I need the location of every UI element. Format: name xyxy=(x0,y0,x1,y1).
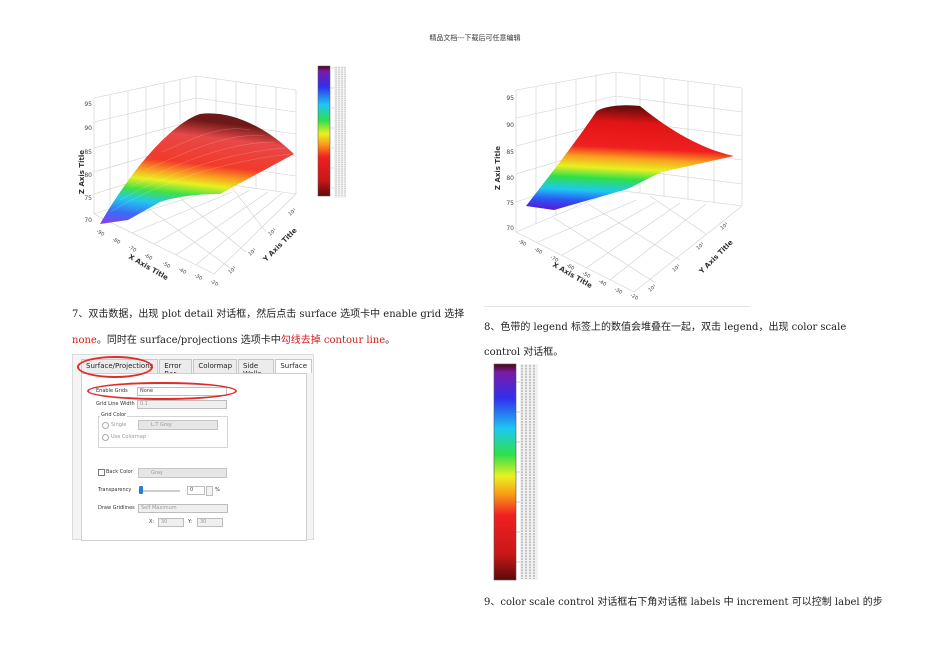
step7-line1: 7、双击数据，出现 plot detail 对话框，然后点击 surface 选… xyxy=(72,309,465,320)
stacked-legend-labels xyxy=(520,364,538,580)
step7-highlight: 勾线去掉 contour line xyxy=(280,335,386,346)
y-tick: 10¹ xyxy=(247,248,257,258)
x-tick: -50 xyxy=(581,271,591,280)
use-colormap-label: Use Colormap xyxy=(111,434,147,440)
divider xyxy=(484,306,750,307)
y-tick: 10¹ xyxy=(719,222,729,232)
x-tick: -90 xyxy=(95,229,105,238)
color-scale-bar xyxy=(493,363,517,581)
x-tick: -50 xyxy=(161,261,171,270)
z-tick: 70 xyxy=(84,217,92,224)
transparency-field[interactable]: 0 xyxy=(187,486,205,495)
z-tick: 70 xyxy=(506,225,514,232)
y-tick: 10¹ xyxy=(671,264,681,274)
surface-tab-panel: Enable Grids None Grid Line Width 0.1 Gr… xyxy=(81,373,307,541)
transparency-slider[interactable] xyxy=(140,490,180,492)
step7-none: none xyxy=(72,335,97,346)
x-tick: -20 xyxy=(629,293,639,302)
z-axis-title: Z Axis Title xyxy=(494,146,502,190)
grid-line-width-label: Grid Line Width xyxy=(96,401,135,407)
color-scale-bar xyxy=(317,65,331,197)
y-tick: 10¹ xyxy=(695,242,705,252)
draw-gridlines-select[interactable]: Self Maximum xyxy=(138,504,228,513)
x-tick: -80 xyxy=(533,247,543,256)
surface-plot-left: 95 90 85 80 75 70 Z Axis Title -90 -80 -… xyxy=(78,65,346,288)
single-radio[interactable] xyxy=(102,422,109,429)
back-color-label: Back Color xyxy=(106,469,133,475)
tab-surface[interactable]: Surface xyxy=(275,359,312,373)
x-tick: -60 xyxy=(565,263,575,272)
y-axis-title: Y Axis Title xyxy=(261,226,299,264)
back-color-button[interactable]: Gray xyxy=(138,468,227,478)
highlight-ellipse-tab xyxy=(77,356,153,378)
x-tick: -70 xyxy=(549,255,559,264)
x-field[interactable]: 30 xyxy=(158,518,184,527)
z-tick: 95 xyxy=(84,101,92,108)
z-tick: 95 xyxy=(506,95,514,102)
back-color-checkbox[interactable] xyxy=(98,469,105,476)
transparency-label: Transparency xyxy=(98,487,132,493)
z-tick: 90 xyxy=(506,122,514,129)
x-tick: -30 xyxy=(613,287,623,296)
z-tick: 80 xyxy=(84,172,92,179)
y-field[interactable]: 30 xyxy=(197,518,223,527)
y-tick: 10¹ xyxy=(647,284,657,294)
y-label: Y: xyxy=(188,519,193,525)
tab-side-walls[interactable]: Side Walls xyxy=(238,359,275,378)
grid-line-width-field[interactable]: 0.1 xyxy=(137,400,227,409)
y-tick: 10¹ xyxy=(227,266,237,276)
step8-line1: 8、色带的 legend 标签上的数值会堆叠在一起，双击 legend，出现 c… xyxy=(484,322,847,333)
step9-line1: 9、color scale control 对话框右下角对话框 labels 中… xyxy=(484,597,883,608)
x-tick: -80 xyxy=(111,237,121,246)
step7-line2: none。同时在 surface/projections 选项卡中勾线去掉 co… xyxy=(72,331,395,346)
x-tick: -60 xyxy=(143,253,153,262)
y-tick: 10¹ xyxy=(287,208,297,218)
x-tick: -40 xyxy=(597,279,607,288)
grid-color-label: Grid Color xyxy=(100,412,128,418)
z-tick: 75 xyxy=(84,195,92,202)
use-colormap-radio[interactable] xyxy=(102,434,109,441)
highlight-ellipse-enable-grids xyxy=(87,382,237,400)
page-header: 精品文档---下载后可任意编辑 xyxy=(429,34,521,42)
step8-line2: control 对话框。 xyxy=(484,347,564,358)
single-color-button[interactable]: L.T Grey xyxy=(138,420,218,430)
surface-plot-right: 95 90 85 80 75 70 Z Axis Title -90 -80 -… xyxy=(494,71,743,302)
z-tick: 75 xyxy=(506,200,514,207)
x-tick: -40 xyxy=(177,267,187,276)
x-label: X: xyxy=(149,519,155,525)
draw-gridlines-label: Draw Gridlines xyxy=(98,505,135,511)
transparency-spinner[interactable] xyxy=(206,486,213,496)
step7-end: 。 xyxy=(385,335,396,346)
tab-colormap[interactable]: Colormap xyxy=(193,359,238,373)
x-tick: -30 xyxy=(193,273,203,282)
z-axis-title: Z Axis Title xyxy=(78,150,86,194)
transparency-unit: % xyxy=(215,487,220,493)
single-label: Single xyxy=(111,422,127,428)
x-tick: -20 xyxy=(209,279,219,288)
z-tick: 85 xyxy=(84,149,92,156)
x-tick: -70 xyxy=(127,245,137,254)
grid-color-group xyxy=(98,416,228,448)
z-tick: 90 xyxy=(84,125,92,132)
transparency-slider-handle[interactable] xyxy=(139,486,143,494)
z-tick: 85 xyxy=(506,149,514,156)
step7-mid: 。同时在 surface/projections 选项卡中 xyxy=(96,335,281,346)
plot-details-dialog: Surface/Projections Error Bar Colormap S… xyxy=(72,354,314,541)
stacked-color-scale xyxy=(493,363,538,581)
x-tick: -90 xyxy=(517,239,527,248)
tab-error-bar[interactable]: Error Bar xyxy=(159,359,193,378)
y-tick: 10¹ xyxy=(267,228,277,238)
z-tick: 80 xyxy=(506,175,514,182)
stacked-legend-labels xyxy=(334,66,346,198)
